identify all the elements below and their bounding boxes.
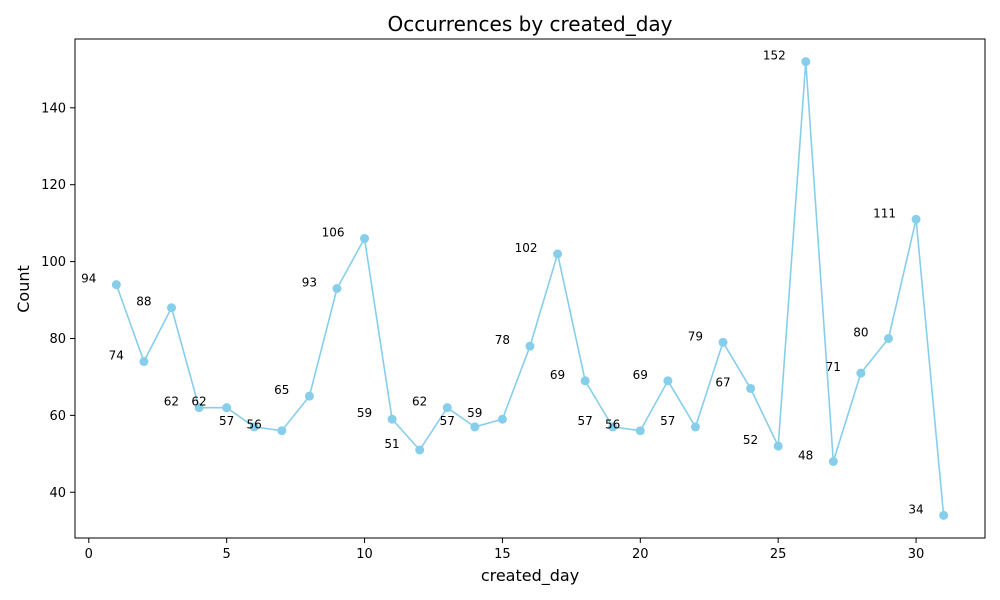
data-label: 57 bbox=[219, 414, 234, 428]
data-point bbox=[277, 426, 287, 436]
data-point bbox=[222, 403, 232, 413]
data-point bbox=[635, 426, 645, 436]
data-label: 80 bbox=[853, 325, 868, 339]
data-label: 94 bbox=[81, 272, 96, 286]
y-tick-label: 80 bbox=[49, 332, 66, 347]
data-label: 88 bbox=[136, 295, 151, 309]
data-label: 106 bbox=[322, 226, 345, 240]
y-axis-ticks: 40 60 80 100 120 140 bbox=[41, 101, 75, 501]
data-label: 56 bbox=[605, 418, 620, 432]
data-point bbox=[167, 303, 177, 313]
data-point bbox=[883, 333, 893, 343]
data-point bbox=[194, 403, 204, 413]
data-label: 57 bbox=[660, 414, 675, 428]
data-label: 102 bbox=[515, 241, 538, 255]
data-point bbox=[801, 57, 811, 67]
y-tick-label: 100 bbox=[41, 255, 66, 270]
data-point bbox=[856, 368, 866, 378]
data-point bbox=[442, 403, 452, 413]
data-label: 78 bbox=[495, 333, 510, 347]
data-point bbox=[497, 414, 507, 424]
data-label: 111 bbox=[873, 206, 896, 220]
data-label: 65 bbox=[274, 383, 289, 397]
x-tick-label: 15 bbox=[494, 547, 511, 562]
data-label: 69 bbox=[633, 368, 648, 382]
data-label: 59 bbox=[467, 406, 482, 420]
y-axis-label: Count bbox=[14, 265, 33, 313]
x-tick-label: 5 bbox=[223, 547, 231, 562]
data-point bbox=[111, 280, 121, 290]
data-label: 56 bbox=[247, 418, 262, 432]
x-tick-label: 30 bbox=[908, 547, 925, 562]
y-tick-label: 120 bbox=[41, 178, 66, 193]
data-point bbox=[939, 510, 949, 520]
x-tick-label: 0 bbox=[85, 547, 93, 562]
data-label: 74 bbox=[109, 349, 124, 363]
data-point bbox=[911, 214, 921, 224]
data-label: 52 bbox=[743, 433, 758, 447]
data-point bbox=[139, 357, 149, 367]
data-point bbox=[332, 284, 342, 293]
data-point bbox=[387, 414, 397, 424]
data-point bbox=[718, 337, 728, 347]
y-tick-label: 60 bbox=[49, 409, 66, 424]
data-label: 62 bbox=[412, 395, 427, 409]
data-point bbox=[304, 391, 314, 401]
data-point bbox=[553, 249, 563, 259]
x-tick-label: 25 bbox=[770, 547, 787, 562]
x-tick-label: 10 bbox=[356, 547, 373, 562]
series-line bbox=[115, 61, 945, 516]
data-labels: 94 74 88 62 62 57 56 65 93 106 59 51 62 57 59 78 102 69 57… bbox=[81, 49, 924, 517]
data-label: 62 bbox=[164, 395, 179, 409]
data-label: 62 bbox=[191, 395, 206, 409]
data-point bbox=[663, 376, 673, 386]
data-point bbox=[249, 422, 259, 432]
data-label: 57 bbox=[440, 414, 455, 428]
data-label: 57 bbox=[577, 414, 592, 428]
data-label: 34 bbox=[908, 502, 923, 516]
data-label: 51 bbox=[384, 437, 399, 451]
x-axis-label: created_day bbox=[481, 566, 579, 586]
data-label: 67 bbox=[715, 375, 730, 389]
y-tick-label: 40 bbox=[49, 486, 66, 501]
x-tick-label: 20 bbox=[632, 547, 649, 562]
data-label: 48 bbox=[798, 448, 813, 462]
data-label: 79 bbox=[688, 329, 703, 343]
data-point bbox=[580, 376, 590, 386]
data-points bbox=[111, 57, 949, 520]
x-axis-ticks: 0 5 10 15 20 25 30 bbox=[85, 538, 925, 562]
data-point bbox=[608, 422, 618, 432]
data-point bbox=[690, 422, 700, 432]
data-label: 59 bbox=[357, 406, 372, 420]
data-point bbox=[415, 445, 425, 455]
plot-frame bbox=[74, 38, 986, 539]
data-point bbox=[746, 383, 756, 393]
data-point bbox=[470, 422, 480, 432]
data-label: 69 bbox=[550, 368, 565, 382]
data-point bbox=[525, 341, 535, 351]
chart-title: Occurrences by created_day bbox=[388, 12, 673, 36]
data-label: 71 bbox=[826, 360, 841, 374]
data-label: 152 bbox=[763, 49, 786, 63]
data-point bbox=[360, 234, 370, 244]
data-label: 93 bbox=[302, 276, 317, 290]
data-point bbox=[773, 441, 783, 451]
data-point bbox=[828, 456, 838, 466]
y-tick-label: 140 bbox=[41, 101, 66, 116]
